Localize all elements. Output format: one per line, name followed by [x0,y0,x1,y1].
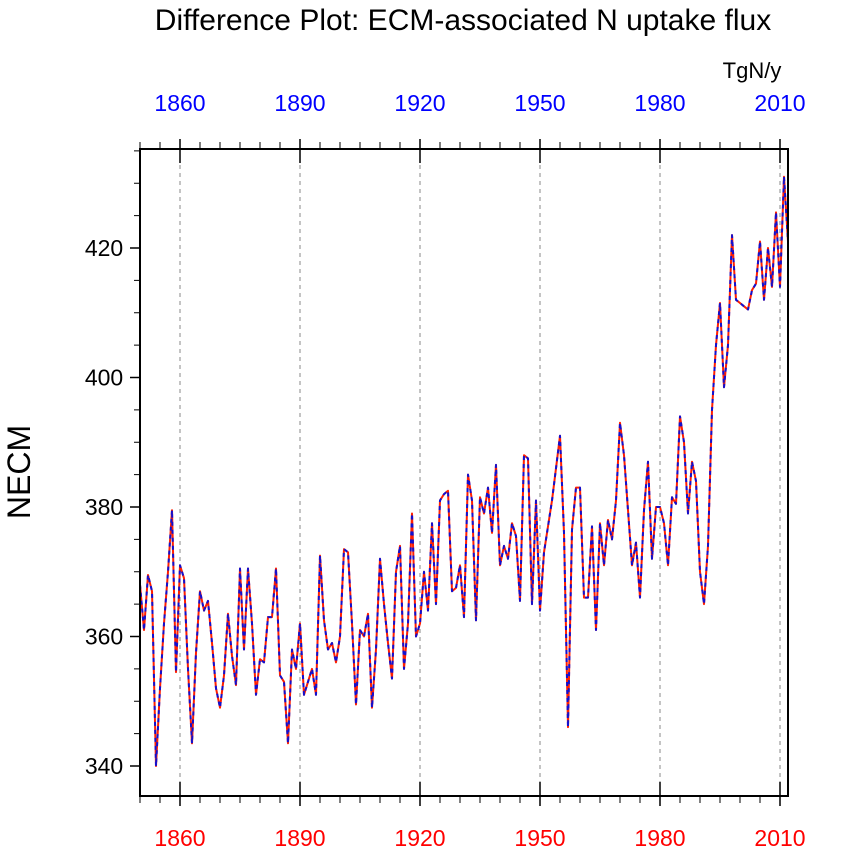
x-tick-label-top: 1950 [514,90,565,116]
plot-frame [139,148,789,797]
x-tick-label-top: 2010 [754,90,805,116]
series-lines [139,175,789,767]
series-blue [139,175,789,767]
x-tick-label-bottom: 1950 [514,825,565,851]
x-tick-label-bottom: 1890 [274,825,325,851]
x-tick-label-bottom: 1980 [634,825,685,851]
y-tick-label: 340 [85,753,123,779]
y-axis-label: NECM [1,425,37,519]
x-tick-label-bottom: 1920 [394,825,445,851]
y-tick-label: 400 [85,365,123,391]
x-tick-label-top: 1860 [154,90,205,116]
grid-lines [179,149,781,796]
y-tick-label: 380 [85,494,123,520]
units-label: TgN/y [723,58,782,83]
x-tick-label-bottom: 2010 [754,825,805,851]
y-tick-label: 360 [85,624,123,650]
tick-labels: 1860 1860 1890 1890 1920 1920 1950 1950 1980 1980… [85,90,806,851]
y-tick-label: 420 [85,235,123,261]
x-tick-label-top: 1890 [274,90,325,116]
x-tick-label-bottom: 1860 [154,825,205,851]
chart-title: Difference Plot: ECM-associated N uptake… [155,4,771,37]
x-tick-label-top: 1980 [634,90,685,116]
x-tick-label-top: 1920 [394,90,445,116]
axis-ticks [130,139,781,806]
